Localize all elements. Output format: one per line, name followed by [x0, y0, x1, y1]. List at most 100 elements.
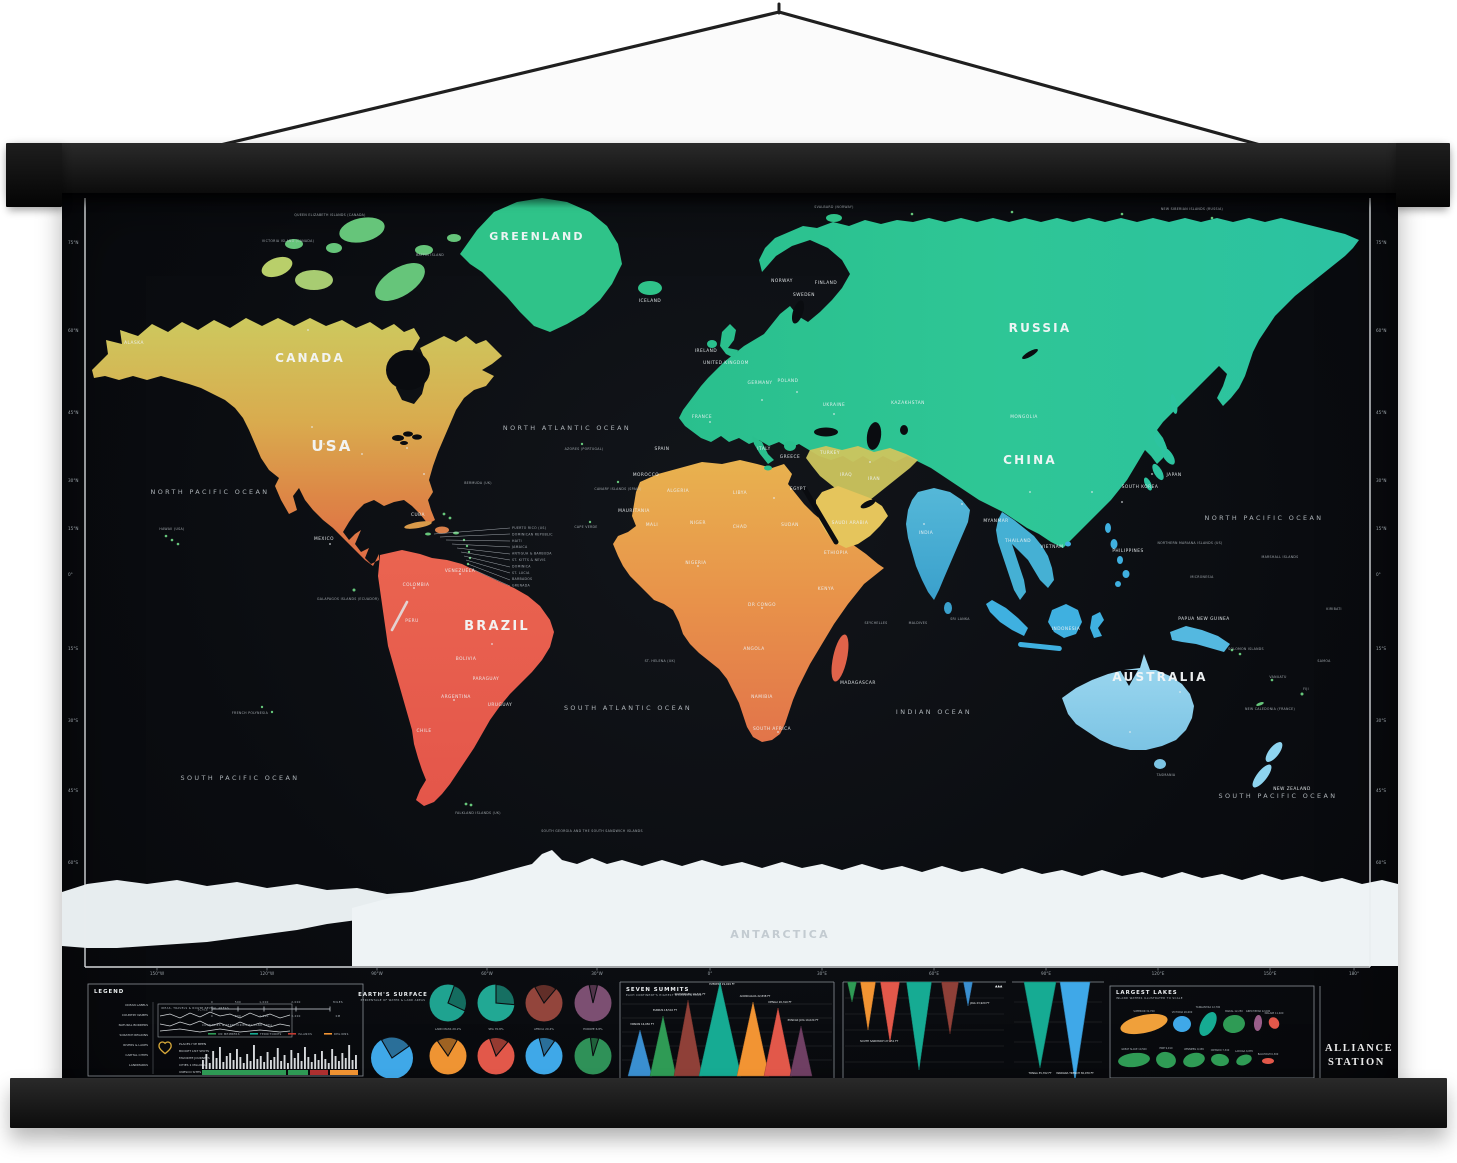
deepest-triangle [1059, 981, 1091, 1082]
bar-chart-title: COUNTRIES & TERRITORIES BY LAND AREA [202, 1023, 272, 1027]
country-label: VENEZUELA [445, 568, 475, 574]
lake-label: GREAT BEAR 12,000 [1246, 1010, 1271, 1013]
seven-summits-title: SEVEN SUMMITS [626, 987, 689, 993]
latitude-label-left: 75°N [68, 240, 79, 245]
summits-panel-frame [619, 981, 835, 1078]
island-label: MICRONESIA [1190, 575, 1214, 579]
caribbean-label: BARBADOS [512, 577, 532, 581]
legend-bar [208, 1063, 211, 1069]
lake-shape [1183, 1052, 1205, 1068]
city-dot [1151, 473, 1153, 475]
legend-bar [249, 1061, 252, 1069]
ocean-label: NORTH PACIFIC OCEAN [151, 488, 270, 496]
island-madagascar [831, 634, 849, 682]
country-label: PAPUA NEW GUINEA [1178, 616, 1229, 622]
bar-chart-tick-label: REGIONS [334, 1032, 349, 1036]
legend-bar [355, 1055, 357, 1069]
lake-label: SUPERIOR 31,700 [1133, 1010, 1155, 1013]
continent-label: AUSTRALIA [1112, 670, 1207, 684]
caribbean-label: PUERTO RICO (US) [512, 526, 546, 530]
country-label: NEW ZEALAND [1273, 786, 1311, 792]
lake-shape [1199, 1012, 1217, 1036]
lake-shape [1253, 1015, 1263, 1031]
lake-label: GREAT SLAVE 10,500 [1121, 1048, 1147, 1051]
latitude-label-right: 0° [1376, 572, 1381, 577]
island-label: GALAPAGOS ISLANDS (ECUADOR) [317, 597, 379, 601]
city-dot [1091, 491, 1093, 493]
scratch-streak [390, 600, 409, 632]
island-label: CAPE VERDE [574, 525, 597, 529]
legend-key-row: LANDMARKS [129, 1063, 148, 1067]
city-dot [406, 447, 408, 449]
hanger-bar-top-left-cap [6, 143, 62, 207]
country-label: BOLIVIA [456, 656, 477, 662]
string-left [214, 10, 781, 148]
country-label: MYANMAR [983, 518, 1008, 524]
legend-key-row: OCEAN LABELS [125, 1003, 148, 1007]
continent-africa [613, 460, 884, 742]
legend-bar [304, 1047, 306, 1069]
country-label: LIBYA [733, 490, 747, 496]
city-dot [961, 503, 963, 505]
lake-shape [1156, 1051, 1176, 1069]
island-tasmania [1154, 759, 1166, 769]
country-label: PERU [405, 618, 418, 624]
city-dot [329, 543, 331, 545]
legend-bar [205, 1054, 208, 1069]
lake-shape [1173, 1016, 1191, 1032]
country-label: COLOMBIA [403, 582, 430, 588]
summit-triangle [698, 981, 742, 1077]
country-label: SWEDEN [793, 292, 815, 298]
continent-label: BRAZIL [464, 619, 530, 634]
longitude-label: 30°E [817, 971, 827, 976]
city-dot [709, 421, 711, 423]
largest-lakes-title: LARGEST LAKES [1116, 990, 1178, 996]
legend-bar [290, 1050, 293, 1069]
arctic-islands [261, 217, 461, 302]
country-label: GERMANY [747, 380, 772, 386]
latitude-label-left: 60°S [68, 860, 78, 865]
country-label: MAURITANIA [618, 508, 650, 514]
route-sparkline [159, 1020, 291, 1028]
legend-bar [287, 1063, 289, 1069]
city-dot [323, 443, 325, 445]
legend-key-row: CAPITAL CITIES [125, 1053, 148, 1057]
hanger-bar-top [10, 143, 1447, 193]
country-label: IRAN [868, 476, 880, 482]
latitude-label-right: 45°N [1376, 410, 1387, 415]
island-hainan [1065, 541, 1071, 547]
island-label: AZORES (PORTUGAL) [565, 447, 604, 451]
lake-shape [1236, 1054, 1252, 1066]
legend-bar [327, 1063, 330, 1069]
country-label: IRELAND [695, 348, 718, 354]
legend-bar [344, 1058, 347, 1069]
ocean-label: SOUTH ATLANTIC OCEAN [564, 704, 692, 712]
city-dot [1129, 731, 1131, 733]
ocean-label: SOUTH PACIFIC OCEAN [181, 774, 300, 782]
city-dot [923, 523, 925, 525]
gulf-of-carpentaria [1120, 670, 1138, 686]
island-label: FALKLAND ISLANDS (UK) [455, 811, 501, 815]
scale-top-label: MILES [333, 1000, 343, 1004]
country-label: UKRAINE [823, 402, 845, 408]
country-label: INDIA [919, 530, 934, 536]
city-dot [413, 587, 415, 589]
island-sicily [764, 465, 772, 471]
summit-label: EVEREST 29,029 FT [709, 982, 735, 986]
caribbean-label: ST. LUCIA [512, 571, 530, 575]
legend-bar [341, 1053, 344, 1069]
region-india [906, 488, 970, 600]
map-borders [84, 198, 1371, 968]
bar-chart-tick [250, 1033, 258, 1035]
continent-label: CHINA [1003, 453, 1057, 467]
latitude-label-left: 15°N [68, 526, 79, 531]
continent-australia [1062, 654, 1194, 750]
hanger-bar-bottom [10, 1078, 1447, 1128]
legend-key-row: NATURAL BORDERS [119, 1023, 148, 1027]
island-svalbard [826, 214, 842, 222]
island-new-guinea [1170, 626, 1230, 652]
city-dot [361, 453, 363, 455]
longitude-label: 120°E [1152, 971, 1165, 976]
string-triangle-area [216, 12, 1264, 146]
